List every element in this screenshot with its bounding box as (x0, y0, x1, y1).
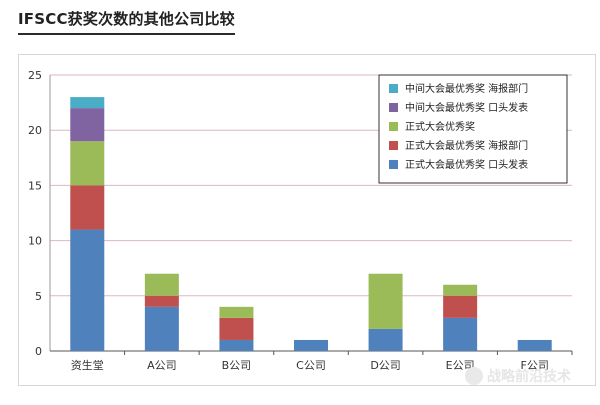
x-category-label: 资生堂 (71, 358, 104, 372)
bar-segment (70, 229, 105, 351)
legend-swatch (389, 122, 398, 131)
bar-segment (70, 97, 105, 109)
bar-segment (144, 295, 179, 307)
bar-segment (70, 108, 105, 142)
x-category-label: F公司 (521, 359, 549, 372)
legend-swatch (389, 84, 398, 93)
x-category-label: C公司 (296, 359, 326, 372)
legend-swatch (389, 141, 398, 150)
legend-swatch (389, 160, 398, 169)
bar-segment (368, 273, 403, 329)
bar-segment (294, 339, 328, 351)
y-tick-label: 15 (28, 179, 42, 192)
bar-segment (70, 141, 105, 186)
bar-segment (368, 328, 403, 351)
bar-segment (443, 317, 478, 351)
y-tick-label: 5 (35, 290, 42, 303)
wechat-icon (465, 367, 483, 385)
legend-swatch (389, 103, 398, 112)
bar-segment (144, 273, 179, 296)
chart-title: IFSCC获奖次数的其他公司比较 (18, 8, 235, 35)
bar-segment (144, 306, 179, 351)
legend-label: 正式大会优秀奖 (405, 120, 475, 133)
watermark: 战略前沿技术 (465, 366, 571, 386)
chart-frame: 0 5 10 15 20 25 资生堂 A公司 B公司 C公司 D公司 E公司 F公司 中间大会最优秀奖 … (18, 54, 596, 386)
legend-label: 中间大会最优秀奖 海报部门 (405, 82, 528, 95)
legend-box (378, 74, 568, 184)
legend-label: 正式大会最优秀奖 海报部门 (405, 139, 528, 152)
x-category-label: A公司 (147, 359, 177, 372)
bar-segment (443, 284, 478, 296)
bar-segment (219, 339, 254, 351)
bar-segment (219, 306, 254, 318)
bar-segment (70, 185, 105, 230)
y-tick-label: 25 (28, 69, 42, 82)
y-tick-label: 0 (35, 345, 42, 358)
bar-segment (443, 295, 478, 318)
watermark-text: 战略前沿技术 (487, 369, 571, 385)
x-category-label: B公司 (222, 359, 252, 372)
y-tick-label: 20 (28, 124, 42, 137)
legend-label: 中间大会最优秀奖 口头发表 (405, 101, 528, 114)
y-tick-label: 10 (28, 235, 42, 248)
bar-segment (517, 339, 552, 351)
legend-label: 正式大会最优秀奖 口头发表 (405, 158, 528, 171)
bar-segment (219, 317, 254, 340)
x-category-label: D公司 (370, 359, 400, 372)
